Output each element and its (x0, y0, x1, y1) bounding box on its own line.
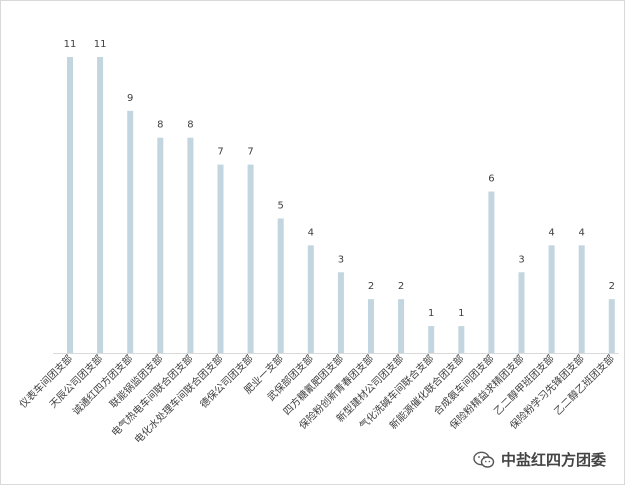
bar (398, 299, 405, 353)
bar (97, 57, 104, 353)
wechat-icon (473, 451, 495, 468)
bar (157, 137, 164, 353)
data-label: 9 (127, 93, 133, 104)
bar (518, 272, 525, 353)
data-label: 11 (94, 39, 107, 50)
data-label: 3 (338, 254, 344, 265)
bar (608, 299, 615, 353)
data-label: 3 (518, 254, 524, 265)
bar (578, 245, 585, 353)
x-tick-label: 仪表车间团支部 (16, 352, 75, 411)
data-label: 8 (157, 120, 163, 131)
data-label: 4 (548, 227, 554, 238)
x-tick-label: 天辰公司团支部 (47, 352, 106, 411)
data-label: 2 (368, 281, 374, 292)
bar (428, 326, 435, 353)
data-label: 7 (247, 147, 253, 158)
watermark: 中盐红四方团委 (473, 449, 606, 470)
bar (337, 272, 344, 353)
bar (277, 218, 284, 353)
data-label: 2 (609, 281, 615, 292)
data-label: 6 (488, 174, 494, 185)
bar (307, 245, 314, 353)
data-label: 5 (278, 200, 284, 211)
data-label: 4 (579, 227, 585, 238)
bar (548, 245, 555, 353)
bar (488, 191, 495, 353)
data-label: 1 (458, 308, 464, 319)
bar (127, 110, 134, 354)
data-label: 4 (308, 227, 314, 238)
bar (217, 164, 224, 353)
x-tick-label: 联能锅监团支部 (107, 352, 166, 411)
bar (67, 57, 73, 353)
data-label: 8 (187, 120, 193, 131)
data-label: 11 (64, 39, 77, 50)
watermark-text: 中盐红四方团委 (501, 451, 607, 469)
bar (458, 326, 465, 353)
data-label: 1 (428, 308, 434, 319)
bar (247, 164, 254, 353)
bar (368, 299, 374, 353)
data-label: 2 (398, 281, 404, 292)
x-tick-label: 德保公司团支部 (197, 352, 256, 411)
data-label: 7 (217, 147, 223, 158)
bar (187, 137, 194, 353)
